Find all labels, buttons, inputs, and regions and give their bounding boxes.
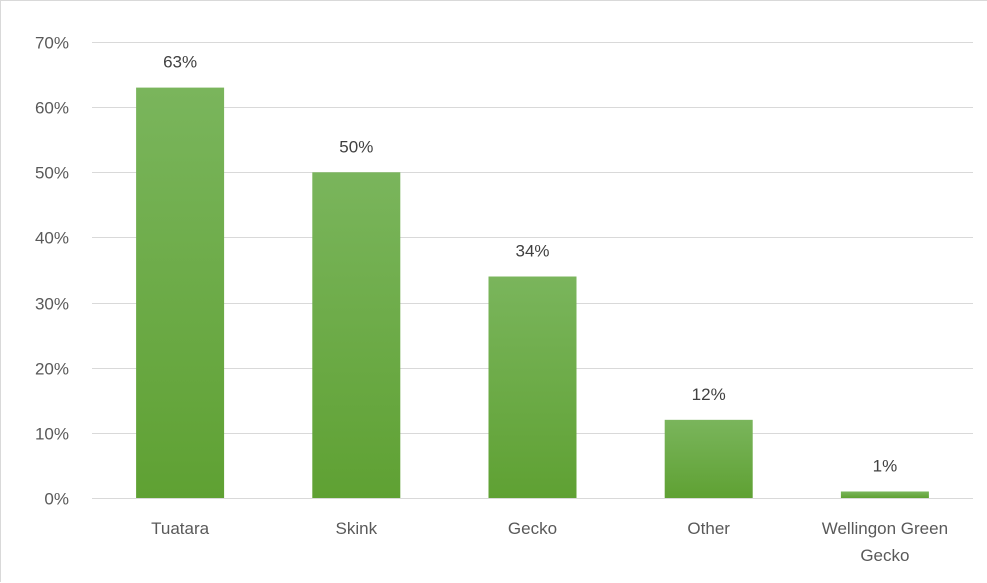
y-tick-label: 20% [35, 360, 69, 379]
x-tick-label-line: Other [687, 519, 730, 538]
data-label: 1% [873, 456, 898, 475]
x-tick-label: Skink [336, 519, 378, 538]
x-tick-label: Other [687, 519, 730, 538]
y-tick-label: 70% [35, 34, 69, 53]
x-tick-label: Wellingon Green Gecko [822, 519, 948, 565]
x-tick-label-line: Gecko [860, 546, 909, 565]
bar-wellingon-green-gecko [840, 491, 929, 498]
data-label: 12% [692, 385, 726, 404]
bar-other [664, 419, 753, 498]
bar-tuatara [136, 87, 225, 498]
y-tick-label: 60% [35, 99, 69, 118]
data-label: 50% [339, 137, 373, 156]
x-tick-label: Tuatara [151, 519, 210, 538]
data-labels: 63% 50% 34% 12% 1% [163, 53, 897, 476]
y-axis-tick-labels: 0% 10% 20% 30% 40% 50% 60% 70% [35, 34, 69, 509]
y-tick-label: 40% [35, 229, 69, 248]
x-tick-label-line: Tuatara [151, 519, 210, 538]
x-tick-label-line: Wellingon Green [822, 519, 948, 538]
y-tick-label: 30% [35, 295, 69, 314]
x-tick-label-line: Skink [336, 519, 378, 538]
bar-gecko [488, 276, 577, 498]
bar-skink [312, 172, 401, 499]
data-label: 34% [515, 242, 549, 261]
y-tick-label: 10% [35, 425, 69, 444]
x-tick-label-line: Gecko [508, 519, 557, 538]
y-tick-label: 0% [44, 490, 69, 509]
y-tick-label: 50% [35, 164, 69, 183]
x-axis-category-labels: Tuatara Skink Gecko Other Wellingon Green Gec… [151, 519, 948, 565]
data-label: 63% [163, 53, 197, 72]
bars [136, 87, 929, 499]
x-tick-label: Gecko [508, 519, 557, 538]
